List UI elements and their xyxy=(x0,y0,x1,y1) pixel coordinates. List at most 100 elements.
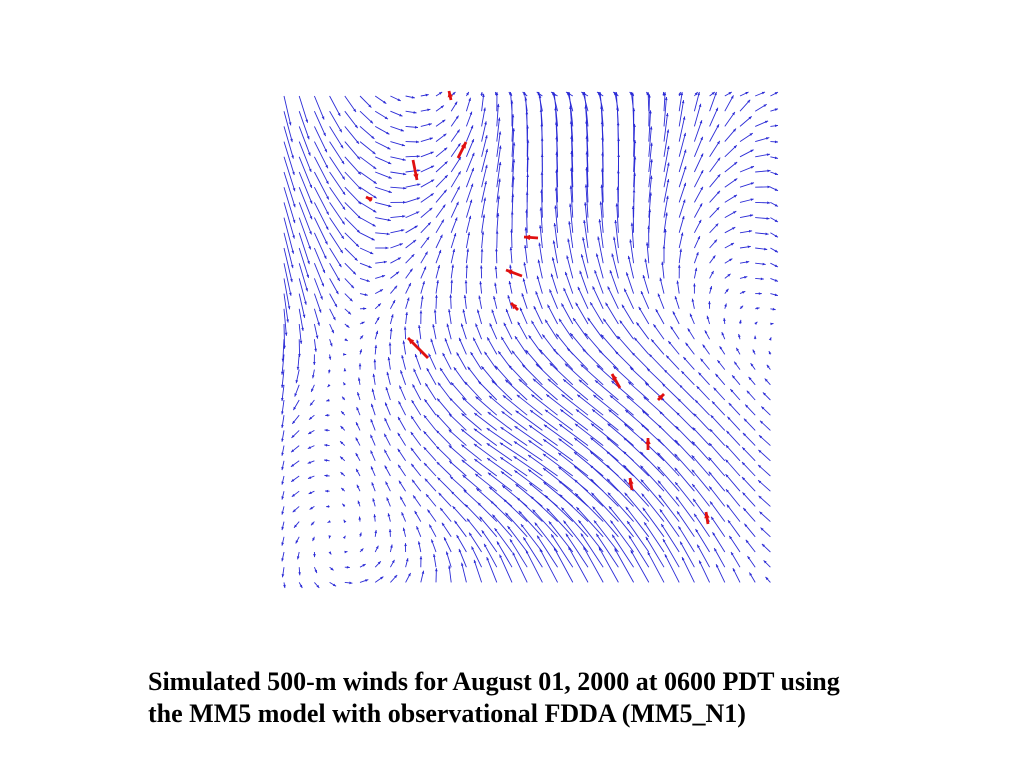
model-wind-arrow-head xyxy=(702,344,706,348)
model-wind-arrow xyxy=(619,320,634,340)
model-wind-arrow-head xyxy=(346,324,350,328)
model-wind-arrow-head xyxy=(377,303,381,307)
model-wind-arrow xyxy=(513,455,543,477)
model-wind-arrow-head xyxy=(372,373,376,377)
model-wind-arrow-head xyxy=(774,124,778,128)
model-wind-arrow-head xyxy=(747,556,751,560)
model-wind-arrow-head xyxy=(309,416,313,420)
model-wind-arrow-head xyxy=(687,328,691,332)
model-wind-arrow-head xyxy=(473,428,478,432)
model-wind-arrow-head xyxy=(324,149,327,153)
model-wind-arrow xyxy=(528,424,558,446)
model-wind-arrow xyxy=(693,513,710,538)
model-wind-arrow xyxy=(623,437,650,462)
model-wind-arrow-head xyxy=(428,353,432,357)
model-wind-arrow-head xyxy=(426,236,430,241)
model-wind-arrow xyxy=(313,126,328,153)
model-wind-arrow-head xyxy=(280,371,284,375)
model-wind-arrow xyxy=(524,244,528,264)
model-wind-arrow-head xyxy=(471,167,474,172)
model-wind-arrow-head xyxy=(473,559,477,564)
model-wind-vectors xyxy=(280,91,779,589)
model-wind-arrow xyxy=(561,303,574,325)
model-wind-arrow xyxy=(574,423,604,446)
model-wind-arrow xyxy=(709,124,720,142)
model-wind-arrow-head xyxy=(712,532,716,536)
model-wind-arrow xyxy=(505,512,528,538)
model-wind-arrow xyxy=(514,335,528,355)
model-wind-arrow xyxy=(449,475,467,492)
model-wind-arrow xyxy=(507,525,528,553)
model-wind-arrow xyxy=(694,399,710,416)
model-wind-arrow xyxy=(573,437,604,462)
model-wind-arrow-head xyxy=(726,489,729,493)
model-wind-arrow xyxy=(726,504,741,522)
observed-wind-arrow-head xyxy=(506,269,513,275)
model-wind-arrow-head xyxy=(462,475,466,478)
model-wind-arrow-head xyxy=(700,170,704,174)
model-wind-arrow xyxy=(450,490,467,507)
model-wind-arrow-head xyxy=(709,429,713,433)
model-wind-arrow-head xyxy=(558,480,562,484)
model-wind-arrow-head xyxy=(726,430,730,434)
model-wind-arrow-head xyxy=(343,353,347,356)
model-wind-arrow-head xyxy=(717,174,721,178)
model-wind-arrow xyxy=(542,453,574,477)
model-wind-arrow xyxy=(496,145,502,173)
model-wind-arrow-head xyxy=(539,225,542,229)
model-wind-arrow xyxy=(579,270,589,294)
model-wind-arrow-head xyxy=(374,344,378,348)
model-wind-arrow xyxy=(436,461,452,477)
model-wind-arrow-head xyxy=(761,406,765,410)
model-wind-arrow xyxy=(473,559,483,583)
model-wind-arrow xyxy=(449,397,467,416)
model-wind-arrow-head xyxy=(640,451,644,455)
model-wind-arrow-head xyxy=(650,142,653,146)
model-wind-arrow-head xyxy=(416,140,420,144)
model-wind-arrow-head xyxy=(426,494,429,498)
model-wind-arrow xyxy=(709,140,721,158)
model-wind-arrow-head xyxy=(570,151,573,154)
model-wind-arrow xyxy=(674,453,695,477)
model-wind-arrow xyxy=(329,262,341,282)
model-wind-arrow-head xyxy=(565,271,568,276)
model-wind-arrow-head xyxy=(398,464,401,468)
model-wind-arrow-head xyxy=(584,333,588,337)
model-wind-arrow-head xyxy=(343,368,347,372)
model-wind-arrow xyxy=(527,454,558,477)
model-wind-arrow-head xyxy=(582,348,586,352)
model-wind-arrow-head xyxy=(523,537,527,541)
model-wind-arrow-head xyxy=(313,554,316,558)
model-wind-arrow-head xyxy=(585,167,588,171)
model-wind-arrow xyxy=(533,305,543,325)
model-wind-arrow-head xyxy=(433,309,437,313)
model-wind-arrow xyxy=(597,236,604,264)
model-wind-arrow xyxy=(423,430,437,446)
model-wind-arrow-head xyxy=(437,398,440,402)
model-wind-arrow-head xyxy=(388,529,392,533)
model-wind-arrow xyxy=(596,253,604,279)
model-wind-arrow-head xyxy=(444,338,448,342)
model-wind-arrow-head xyxy=(716,124,719,128)
model-wind-arrow xyxy=(675,496,695,522)
model-wind-arrow-head xyxy=(471,152,475,157)
model-wind-arrow xyxy=(468,532,482,553)
model-wind-arrow-head xyxy=(461,459,465,463)
model-wind-arrow xyxy=(657,438,680,462)
model-wind-arrow xyxy=(461,562,467,583)
model-wind-arrow-head xyxy=(458,548,462,553)
model-wind-arrow-head xyxy=(766,217,770,220)
model-wind-arrow xyxy=(461,459,482,477)
model-wind-arrow-head xyxy=(717,157,721,161)
model-wind-arrow xyxy=(496,131,501,157)
model-wind-arrow-head xyxy=(371,403,374,407)
model-wind-arrow-head xyxy=(281,384,284,388)
model-wind-arrow-head xyxy=(607,478,611,482)
model-wind-arrow-head xyxy=(388,342,392,346)
model-wind-arrow-head xyxy=(403,201,406,204)
model-wind-arrow-head xyxy=(709,286,713,290)
model-wind-arrow-head xyxy=(750,198,754,201)
model-wind-arrow-head xyxy=(342,206,346,210)
model-wind-arrow-head xyxy=(758,495,762,499)
model-wind-arrow-head xyxy=(281,574,285,578)
